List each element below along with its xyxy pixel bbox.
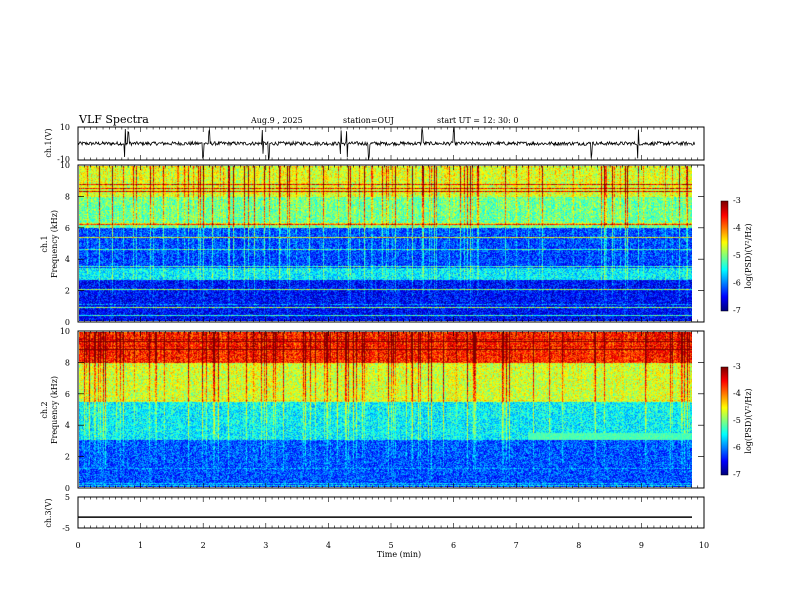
xtick-label: 1 bbox=[138, 541, 143, 550]
spec-ytick-label: 10 bbox=[60, 327, 70, 336]
spec-ytick-label: 4 bbox=[65, 421, 70, 430]
colorbar-tick-label: -5 bbox=[733, 251, 741, 260]
xtick-label: 7 bbox=[514, 541, 519, 550]
colorbar-tick-label: -4 bbox=[733, 224, 741, 233]
colorbar-tick-label: -5 bbox=[733, 416, 741, 425]
spec-ytick-label: 6 bbox=[65, 390, 70, 399]
ch1-ylabel: ch.1(V) bbox=[44, 128, 53, 157]
ch2-spectrogram-image bbox=[79, 332, 692, 487]
spec-ytick-label: 0 bbox=[65, 318, 70, 327]
colorbar-tick-label: -6 bbox=[733, 443, 741, 452]
colorbar-tick-label: -4 bbox=[733, 389, 741, 398]
spec-ytick-label: 8 bbox=[65, 358, 70, 367]
ch1-waveform-trace bbox=[77, 127, 695, 160]
ch1-colorbar-gradient bbox=[721, 201, 728, 311]
colorbar-tick-label: -3 bbox=[733, 196, 741, 205]
colorbar-tick-label: -7 bbox=[733, 470, 741, 479]
spec-ytick-label: 6 bbox=[65, 224, 70, 233]
xtick-label: 3 bbox=[263, 541, 268, 550]
ch2-spectrogram-panel: 0 2 4 6 8 10 ch.2 Frequency (kHz) bbox=[40, 327, 705, 493]
start-ut-label: start UT = 12: 30: 0 bbox=[437, 116, 518, 125]
ch1-spec-ylabel-channel: ch.1 bbox=[40, 235, 49, 252]
figure-title: VLF Spectra bbox=[78, 113, 149, 126]
date-label: Aug.9 , 2025 bbox=[250, 116, 303, 125]
colorbar-tick-label: -3 bbox=[733, 362, 741, 371]
ch1-ytick-top: 10 bbox=[60, 123, 70, 132]
ch2-colorbar-gradient bbox=[721, 367, 728, 475]
colorbar-tick-label: -7 bbox=[733, 306, 741, 315]
ch3-waveform-panel: 5 -5 ch.3(V) bbox=[44, 493, 705, 533]
xtick-label: 10 bbox=[699, 541, 709, 550]
xtick-label: 0 bbox=[75, 541, 80, 550]
spec-ytick-label: 2 bbox=[65, 287, 70, 296]
station-label: station=OUJ bbox=[343, 116, 394, 125]
ch1-spec-ylabel: Frequency (kHz) bbox=[50, 210, 59, 278]
spec-ytick-label: 8 bbox=[65, 192, 70, 201]
ch3-ylabel: ch.3(V) bbox=[44, 498, 53, 527]
ch2-spec-ylabel: Frequency (kHz) bbox=[50, 376, 59, 444]
ch1-spectrogram-image bbox=[79, 166, 692, 321]
ch1-colorbar-label: log(PSD)(V²/Hz) bbox=[744, 223, 753, 288]
spec-ytick-label: 10 bbox=[60, 161, 70, 170]
time-axis-label: Time (min) bbox=[377, 550, 421, 559]
spec-ytick-label: 4 bbox=[65, 255, 70, 264]
ch3-ytick-top: 5 bbox=[65, 493, 70, 502]
ch1-waveform-panel: 10 -10 ch.1(V) bbox=[44, 123, 705, 164]
xtick-label: 5 bbox=[388, 541, 393, 550]
colorbar-tick-label: -6 bbox=[733, 279, 741, 288]
spec-ytick-label: 0 bbox=[65, 484, 70, 493]
ch2-colorbar-label: log(PSD)(V²/Hz) bbox=[744, 388, 753, 453]
ch3-ytick-bottom: -5 bbox=[62, 524, 70, 533]
ch2-spec-ylabel-channel: ch.2 bbox=[40, 401, 49, 418]
ch2-colorbar: -3 -4 -5 -6 -7 log(PSD)(V²/Hz) bbox=[720, 362, 753, 479]
time-axis: 0 1 2 3 4 5 6 7 8 9 10 bbox=[75, 127, 709, 550]
xtick-label: 8 bbox=[576, 541, 581, 550]
ch1-ytick-bottom: -10 bbox=[57, 155, 70, 164]
xtick-label: 6 bbox=[451, 541, 456, 550]
xtick-label: 4 bbox=[326, 541, 331, 550]
ch1-colorbar: -3 -4 -5 -6 -7 log(PSD)(V²/Hz) bbox=[720, 196, 753, 315]
xtick-label: 2 bbox=[201, 541, 206, 550]
xtick-label: 9 bbox=[639, 541, 644, 550]
ch1-spectrogram-panel: 0 2 4 6 8 10 ch.1 Frequency (kHz) bbox=[40, 161, 705, 327]
spec-ytick-label: 2 bbox=[65, 453, 70, 462]
